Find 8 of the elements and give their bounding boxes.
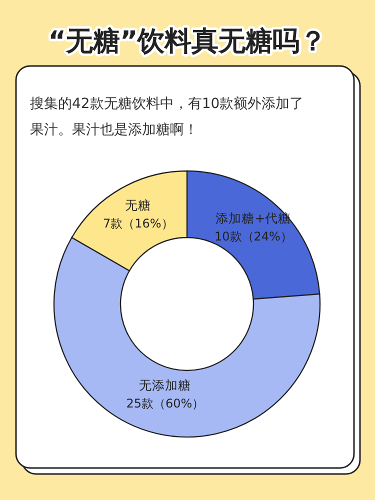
data-label: 7款（16%）: [102, 216, 174, 230]
data-label: 10款（24%）: [214, 229, 292, 244]
chart-subtitle: 搜集的42款无糖饮料中，有10款额外添加了果汁。果汁也是添加糖啊！: [30, 96, 304, 138]
data-label: 25款（60%）: [126, 396, 204, 410]
chart-title: “无糖”饮料真无糖吗？: [48, 26, 327, 57]
slice-label: 添加糖+代糖: [216, 210, 292, 226]
slice-label: 无添加糖: [139, 377, 192, 392]
slice-label: 无糖: [125, 197, 152, 212]
